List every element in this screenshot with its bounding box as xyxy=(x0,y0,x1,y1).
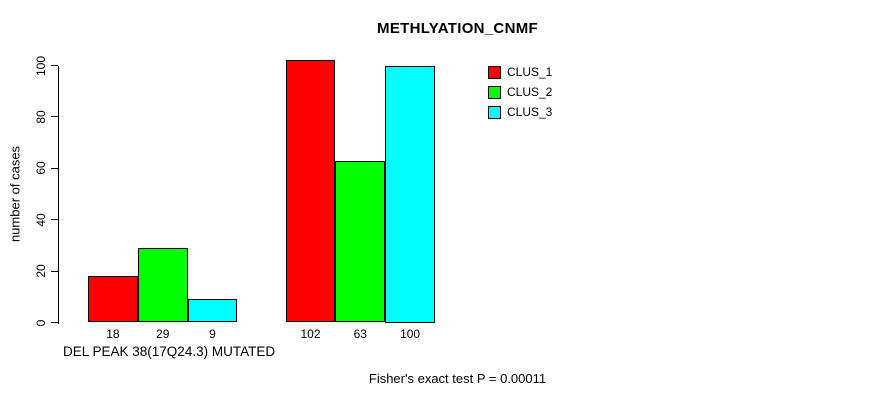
legend-label: CLUS_1 xyxy=(507,65,553,79)
y-axis-line xyxy=(58,65,59,324)
y-tick xyxy=(51,167,58,169)
footnote-fisher-test: Fisher's exact test P = 0.00011 xyxy=(368,371,547,386)
bar xyxy=(335,160,386,323)
y-tick xyxy=(51,219,58,221)
bar xyxy=(187,299,238,323)
legend-item: CLUS_3 xyxy=(488,102,552,122)
chart-title: METHLYATION_CNMF xyxy=(377,20,538,37)
y-tick-label-text: 20 xyxy=(34,264,48,278)
y-tick-label-text: 100 xyxy=(34,55,48,76)
legend-label: CLUS_2 xyxy=(507,85,553,99)
y-tick-label-text: 40 xyxy=(34,213,48,227)
bar-value-label: 18 xyxy=(106,327,120,341)
bar-value-label: 63 xyxy=(353,327,367,341)
y-tick-label-text: 60 xyxy=(34,161,48,175)
legend: CLUS_1 CLUS_2 CLUS_3 xyxy=(488,62,552,122)
bar xyxy=(88,276,138,323)
legend-item: CLUS_2 xyxy=(488,82,552,102)
y-tick xyxy=(51,65,58,66)
bar xyxy=(137,247,188,323)
y-tick xyxy=(51,270,58,272)
bar xyxy=(385,65,435,323)
y-tick xyxy=(51,322,58,323)
bar-value-label: 100 xyxy=(400,327,421,341)
bar-value-label: 9 xyxy=(209,327,216,341)
legend-label: CLUS_3 xyxy=(507,105,553,119)
y-tick xyxy=(51,116,58,118)
bar-value-label: 102 xyxy=(300,327,321,341)
bar-value-label: 29 xyxy=(156,327,170,341)
legend-item: CLUS_1 xyxy=(488,62,552,82)
legend-swatch xyxy=(488,65,501,79)
x-axis-title: DEL PEAK 38(17Q24.3) MUTATED xyxy=(63,344,276,359)
y-tick-label-text: 0 xyxy=(34,319,48,326)
legend-swatch xyxy=(488,105,501,119)
bar xyxy=(285,60,336,323)
y-tick-label-text: 80 xyxy=(34,110,48,124)
legend-swatch xyxy=(488,85,501,99)
